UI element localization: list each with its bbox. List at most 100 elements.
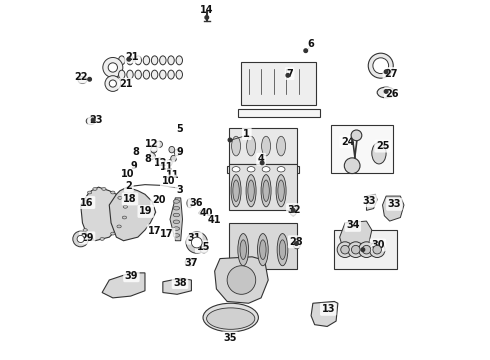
Ellipse shape: [151, 70, 158, 79]
Text: 26: 26: [386, 89, 399, 99]
Text: 22: 22: [74, 72, 88, 82]
Ellipse shape: [156, 158, 163, 164]
Circle shape: [337, 242, 353, 257]
Ellipse shape: [277, 136, 286, 156]
Ellipse shape: [117, 225, 121, 228]
Text: 20: 20: [152, 195, 165, 205]
Polygon shape: [242, 62, 317, 105]
Polygon shape: [340, 221, 372, 253]
FancyBboxPatch shape: [229, 128, 297, 164]
Text: 4: 4: [258, 154, 265, 164]
Ellipse shape: [149, 153, 155, 159]
Text: 12: 12: [154, 158, 168, 168]
Ellipse shape: [203, 303, 258, 332]
Circle shape: [77, 235, 84, 243]
Ellipse shape: [78, 76, 87, 84]
Ellipse shape: [231, 175, 241, 207]
Ellipse shape: [263, 180, 270, 202]
Circle shape: [227, 266, 256, 294]
Text: 6: 6: [308, 39, 315, 49]
Ellipse shape: [173, 200, 180, 203]
Ellipse shape: [173, 213, 180, 217]
Ellipse shape: [247, 167, 255, 172]
Text: 14: 14: [200, 5, 214, 15]
Text: 21: 21: [120, 79, 133, 89]
Ellipse shape: [83, 229, 87, 231]
Circle shape: [92, 118, 95, 122]
Ellipse shape: [118, 197, 122, 199]
Polygon shape: [383, 196, 404, 221]
Ellipse shape: [143, 56, 149, 65]
Text: 37: 37: [184, 258, 197, 268]
Polygon shape: [367, 194, 377, 210]
Ellipse shape: [279, 240, 286, 260]
Text: 27: 27: [384, 68, 397, 78]
Ellipse shape: [260, 240, 266, 260]
Ellipse shape: [151, 56, 158, 65]
Ellipse shape: [258, 234, 268, 266]
FancyBboxPatch shape: [229, 223, 297, 269]
Text: 34: 34: [346, 220, 360, 230]
Ellipse shape: [168, 70, 174, 79]
Circle shape: [344, 158, 360, 174]
Ellipse shape: [143, 70, 149, 79]
Polygon shape: [170, 198, 182, 241]
Circle shape: [286, 73, 290, 77]
Circle shape: [348, 242, 364, 257]
Text: 16: 16: [80, 198, 94, 207]
Ellipse shape: [82, 198, 86, 201]
Text: 17: 17: [160, 229, 174, 239]
Ellipse shape: [246, 175, 256, 207]
Ellipse shape: [173, 227, 180, 230]
Circle shape: [373, 58, 389, 73]
Ellipse shape: [127, 56, 133, 65]
Circle shape: [384, 70, 388, 73]
Circle shape: [192, 237, 202, 248]
Text: 11: 11: [166, 170, 179, 180]
Circle shape: [205, 16, 209, 19]
Circle shape: [359, 242, 374, 257]
Circle shape: [228, 138, 232, 142]
Circle shape: [292, 208, 295, 212]
Ellipse shape: [135, 56, 142, 65]
Circle shape: [103, 58, 123, 77]
Circle shape: [260, 161, 264, 165]
Text: 29: 29: [80, 233, 94, 243]
Polygon shape: [81, 187, 127, 241]
Ellipse shape: [174, 149, 180, 156]
Ellipse shape: [89, 238, 94, 240]
FancyBboxPatch shape: [227, 166, 298, 173]
Ellipse shape: [248, 180, 254, 202]
Circle shape: [304, 49, 308, 53]
Text: 11: 11: [160, 162, 174, 172]
Text: 18: 18: [123, 194, 137, 204]
Bar: [331, 125, 393, 173]
FancyBboxPatch shape: [229, 164, 297, 210]
Text: 23: 23: [89, 115, 102, 125]
Ellipse shape: [233, 180, 239, 202]
Ellipse shape: [377, 87, 395, 98]
Ellipse shape: [111, 232, 115, 235]
Ellipse shape: [278, 180, 284, 202]
Ellipse shape: [293, 240, 300, 249]
Bar: [334, 230, 397, 269]
Text: 1: 1: [244, 129, 250, 139]
Ellipse shape: [176, 56, 182, 65]
Ellipse shape: [238, 234, 248, 266]
Circle shape: [362, 246, 371, 254]
Text: 2: 2: [125, 181, 132, 191]
Text: 38: 38: [173, 278, 187, 288]
Text: 33: 33: [362, 196, 376, 206]
Text: 5: 5: [176, 124, 183, 134]
Text: 13: 13: [321, 304, 335, 314]
Polygon shape: [102, 273, 145, 298]
Text: 12: 12: [145, 139, 158, 149]
Ellipse shape: [232, 136, 241, 156]
Circle shape: [368, 53, 393, 78]
Text: 8: 8: [133, 147, 140, 157]
Polygon shape: [163, 278, 192, 294]
Ellipse shape: [277, 234, 288, 266]
Polygon shape: [238, 109, 320, 117]
Ellipse shape: [151, 147, 157, 153]
Text: 25: 25: [376, 141, 389, 151]
